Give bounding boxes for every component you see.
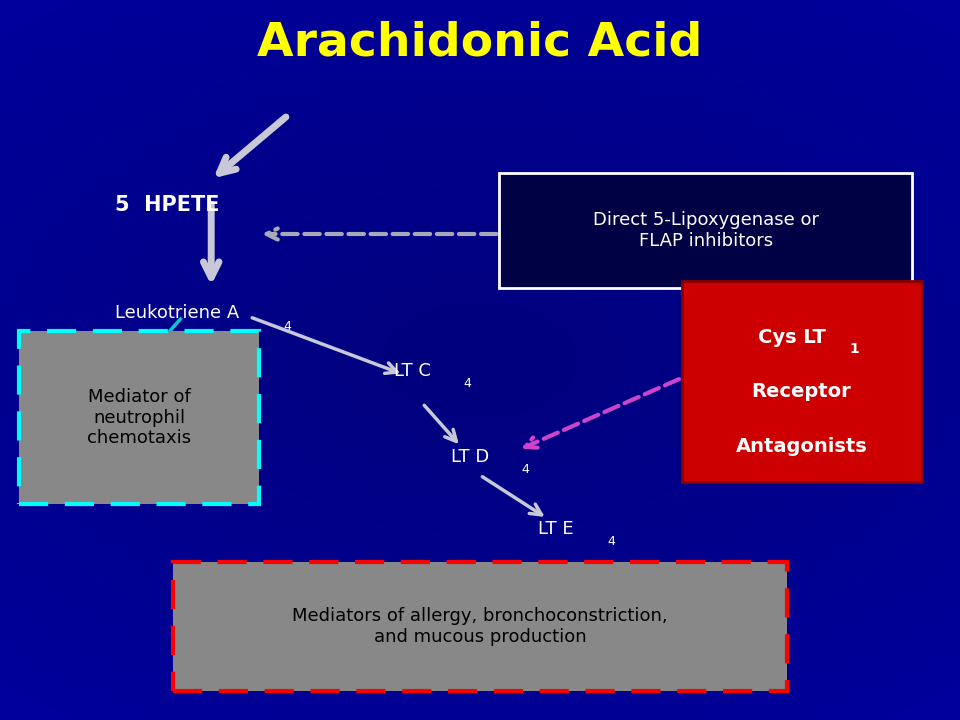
Text: 4: 4	[521, 463, 529, 476]
Text: 4: 4	[608, 535, 615, 548]
Text: LT D: LT D	[451, 448, 490, 467]
Text: Direct 5-Lipoxygenase or
FLAP inhibitors: Direct 5-Lipoxygenase or FLAP inhibitors	[592, 211, 819, 250]
Bar	[19, 331, 259, 504]
Text: 5  HPETE: 5 HPETE	[115, 195, 220, 215]
Bar	[19, 331, 259, 504]
Bar	[499, 173, 912, 288]
Text: Cys LT: Cys LT	[758, 328, 826, 347]
Text: LT B: LT B	[67, 376, 104, 395]
Text: Receptor: Receptor	[752, 382, 852, 401]
Bar	[682, 281, 922, 482]
Text: Antagonists: Antagonists	[735, 436, 868, 456]
Bar	[173, 562, 787, 691]
Text: Mediators of allergy, bronchoconstriction,
and mucous production: Mediators of allergy, bronchoconstrictio…	[292, 607, 668, 646]
Text: LT C: LT C	[394, 361, 430, 379]
Text: Arachidonic Acid: Arachidonic Acid	[257, 21, 703, 66]
Text: 4: 4	[283, 320, 291, 333]
Text: 4: 4	[464, 377, 471, 390]
Text: LT E: LT E	[538, 520, 573, 539]
Text: 4: 4	[139, 391, 147, 404]
Bar	[173, 562, 787, 691]
Text: 1: 1	[850, 342, 859, 356]
Text: Mediator of
neutrophil
chemotaxis: Mediator of neutrophil chemotaxis	[87, 388, 191, 447]
Text: Leukotriene A: Leukotriene A	[115, 304, 239, 322]
